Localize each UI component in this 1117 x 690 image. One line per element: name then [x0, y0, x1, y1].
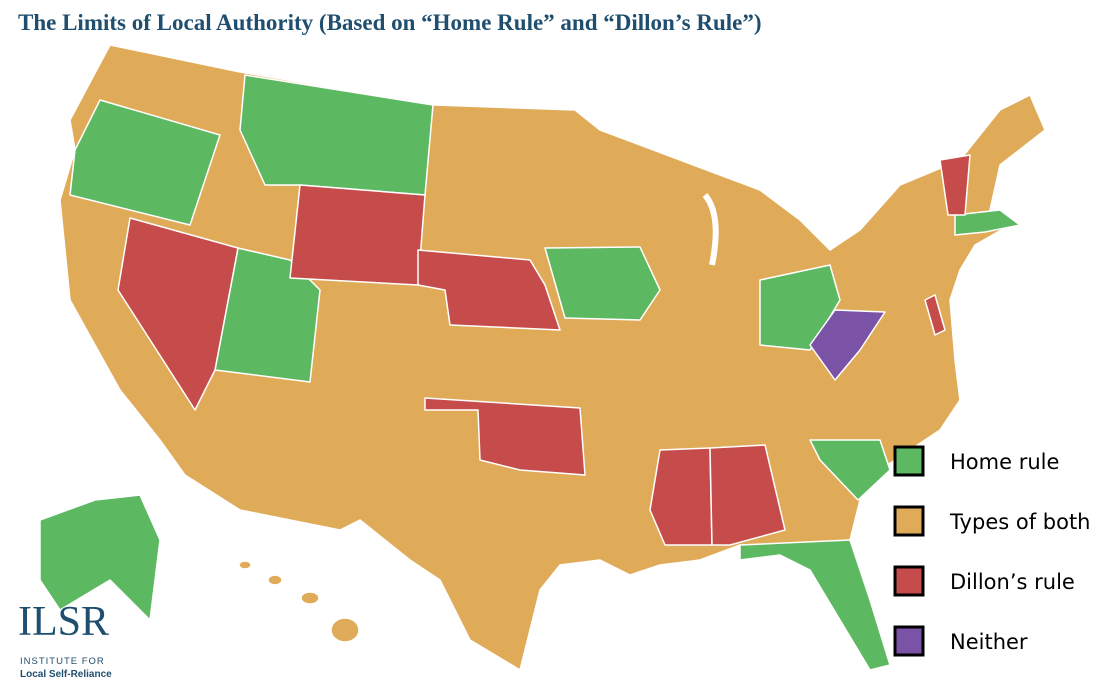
legend-label: Neither	[950, 630, 1028, 654]
state	[649, 447, 713, 546]
state	[709, 444, 786, 546]
island	[267, 574, 283, 586]
legend-swatch	[893, 445, 925, 477]
state	[739, 539, 891, 671]
title: The Limits of Local Authority (Based on …	[18, 10, 762, 35]
island	[330, 617, 360, 643]
state	[69, 99, 221, 226]
state	[417, 249, 561, 331]
legend-label: Dillon’s rule	[950, 570, 1075, 594]
state	[809, 309, 886, 381]
state	[954, 209, 1021, 236]
legend-swatch	[893, 505, 925, 537]
state	[239, 74, 434, 196]
legend-swatch	[893, 625, 925, 657]
state	[939, 154, 971, 216]
state	[117, 217, 239, 411]
legend-swatch	[893, 565, 925, 597]
legend-label: Types of both	[949, 510, 1091, 534]
logo-line: INSTITUTE FOR	[20, 656, 105, 667]
logo-mark: ILSR	[18, 599, 109, 645]
island	[238, 560, 252, 570]
state	[544, 246, 661, 321]
state	[809, 439, 891, 501]
legend: Home rule Types of both Dillon’s rule Neith…	[893, 445, 1091, 657]
state	[924, 294, 946, 336]
island	[300, 591, 320, 605]
legend-label: Home rule	[950, 450, 1059, 474]
logo-line: Local Self-Reliance	[20, 669, 112, 680]
state	[424, 397, 586, 476]
state	[39, 494, 161, 621]
lake	[702, 193, 719, 266]
state	[289, 184, 426, 286]
map	[39, 44, 1046, 671]
logo: ILSR INSTITUTE FOR Local Self-Reliance	[18, 599, 112, 680]
